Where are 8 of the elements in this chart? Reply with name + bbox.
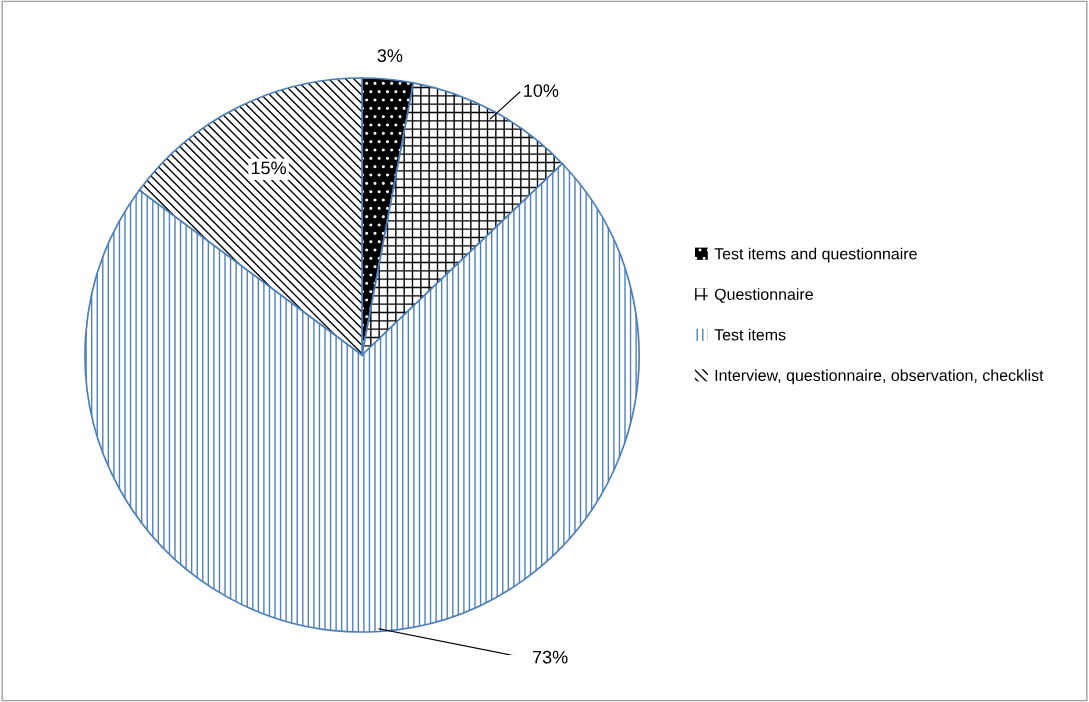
legend-label: Questionnaire [714, 288, 813, 303]
legend-label: Test items [714, 328, 786, 341]
legend-label: Test items and questionnaire [714, 247, 917, 263]
data-label: 10% [524, 84, 559, 97]
data-label: 73% [532, 650, 568, 664]
legend-label: Interview, questionnaire, observation, checklist [715, 369, 1044, 385]
data-label: 3% [377, 49, 403, 62]
data-label: 15% [251, 161, 286, 175]
